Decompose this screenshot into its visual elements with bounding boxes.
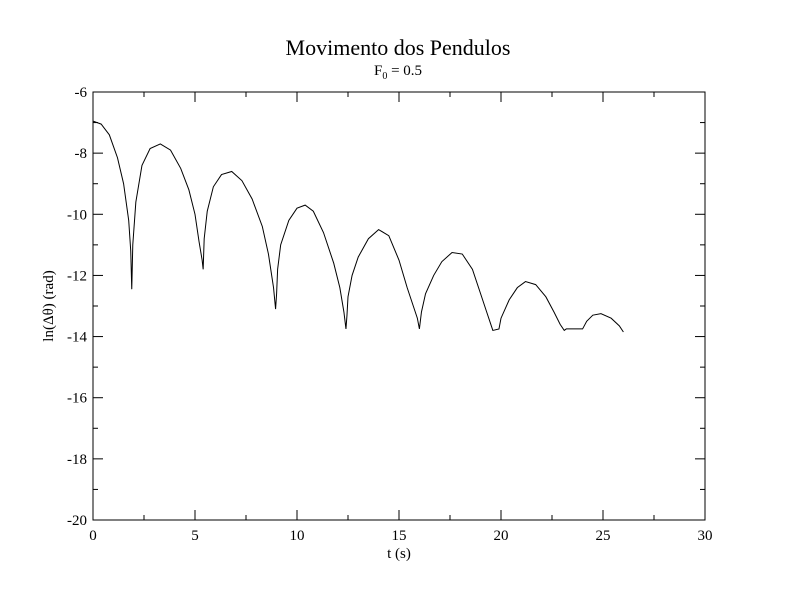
y-tick-label: -12 (67, 268, 87, 284)
chart-subtitle: F0 = 0.5 (374, 63, 422, 82)
y-tick-label: -18 (67, 452, 87, 468)
x-axis-label: t (s) (387, 546, 411, 562)
axis-tick-labels: 0 5 10 15 20 25 30 -20 -18 -16 -14 -12 -10 -8 -6 (67, 85, 713, 544)
subtitle-base: F (374, 63, 382, 79)
x-tick-label: 15 (392, 528, 407, 544)
subtitle-rest: = 0.5 (387, 63, 422, 79)
x-tick-label: 5 (191, 528, 199, 544)
y-axis-label: ln(Δθ) (rad) (41, 270, 57, 341)
x-tick-label: 25 (596, 528, 611, 544)
axis-ticks (92, 91, 706, 521)
subtitle-subscript: 0 (382, 71, 387, 82)
chart-title: Movimento dos Pendulos (286, 35, 511, 60)
y-tick-label: -6 (75, 85, 88, 101)
x-tick-label: 10 (290, 528, 305, 544)
y-tick-label: -10 (67, 207, 87, 223)
y-tick-label: -16 (67, 391, 87, 407)
plot-frame (92, 91, 706, 521)
y-tick-label: -20 (67, 513, 87, 529)
series-line (92, 120, 624, 333)
x-tick-label: 0 (89, 528, 97, 544)
x-tick-label: 20 (494, 528, 509, 544)
y-tick-label: -8 (75, 146, 88, 162)
y-tick-label: -14 (67, 330, 87, 346)
x-tick-label: 30 (698, 528, 713, 544)
